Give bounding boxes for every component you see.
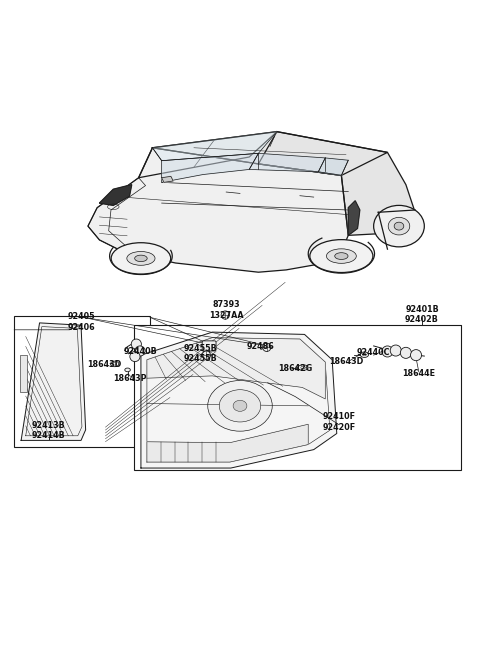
Text: 92455B: 92455B xyxy=(184,344,218,353)
Text: 18642G: 18642G xyxy=(278,364,312,373)
Circle shape xyxy=(202,351,211,360)
Polygon shape xyxy=(21,323,85,440)
Bar xyxy=(14,316,150,447)
Ellipse shape xyxy=(360,352,369,358)
Circle shape xyxy=(410,350,421,361)
Ellipse shape xyxy=(310,240,373,272)
Bar xyxy=(20,355,27,392)
Ellipse shape xyxy=(298,365,308,370)
Polygon shape xyxy=(258,132,415,235)
Ellipse shape xyxy=(219,390,261,422)
Ellipse shape xyxy=(125,368,131,372)
Polygon shape xyxy=(88,148,348,272)
Circle shape xyxy=(382,346,393,357)
Text: 87393
1327AA: 87393 1327AA xyxy=(209,300,243,320)
Text: 92486: 92486 xyxy=(247,343,275,351)
Polygon shape xyxy=(162,176,173,182)
Ellipse shape xyxy=(362,354,366,356)
Text: 92413B
92414B: 92413B 92414B xyxy=(32,421,66,440)
Polygon shape xyxy=(162,153,258,182)
Polygon shape xyxy=(147,337,325,399)
Circle shape xyxy=(390,345,401,356)
Polygon shape xyxy=(139,132,277,178)
Polygon shape xyxy=(318,158,348,176)
Ellipse shape xyxy=(394,222,404,230)
Text: 18644E: 18644E xyxy=(402,369,435,378)
Ellipse shape xyxy=(373,206,424,247)
Ellipse shape xyxy=(326,249,356,263)
Ellipse shape xyxy=(233,400,247,411)
Circle shape xyxy=(221,311,229,319)
Polygon shape xyxy=(141,332,337,468)
Polygon shape xyxy=(147,424,308,462)
Ellipse shape xyxy=(301,366,305,369)
Text: 92401B
92402B: 92401B 92402B xyxy=(405,305,439,324)
Ellipse shape xyxy=(111,243,171,274)
Circle shape xyxy=(400,347,411,358)
Text: 92440C: 92440C xyxy=(357,348,390,358)
Ellipse shape xyxy=(208,381,272,431)
Circle shape xyxy=(130,352,140,362)
Polygon shape xyxy=(348,201,360,235)
Polygon shape xyxy=(153,132,387,176)
Circle shape xyxy=(131,339,142,349)
Ellipse shape xyxy=(135,255,147,261)
Text: 92405
92406: 92405 92406 xyxy=(67,312,95,331)
Ellipse shape xyxy=(335,253,348,259)
FancyBboxPatch shape xyxy=(202,341,216,351)
Ellipse shape xyxy=(113,363,117,365)
Ellipse shape xyxy=(388,217,410,235)
Polygon shape xyxy=(153,132,277,160)
Bar xyxy=(134,325,461,470)
Circle shape xyxy=(135,346,145,356)
Ellipse shape xyxy=(110,361,119,367)
Polygon shape xyxy=(249,153,325,172)
Text: 92440B: 92440B xyxy=(124,347,158,356)
Polygon shape xyxy=(99,185,132,206)
Text: 18643D: 18643D xyxy=(329,356,363,365)
Ellipse shape xyxy=(127,252,155,265)
Text: 92410F
92420F: 92410F 92420F xyxy=(323,412,356,432)
Text: 92455B: 92455B xyxy=(184,354,218,364)
Text: 18643D: 18643D xyxy=(87,360,121,369)
Circle shape xyxy=(263,343,271,352)
Text: 18643P: 18643P xyxy=(114,374,147,383)
